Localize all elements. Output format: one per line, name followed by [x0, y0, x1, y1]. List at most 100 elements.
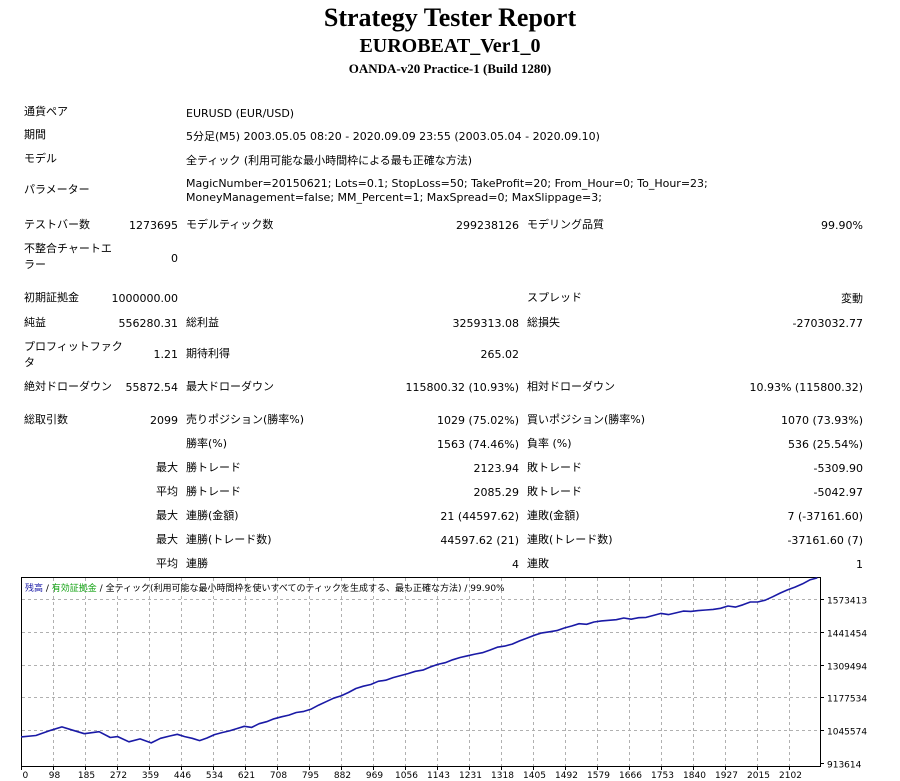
model-label: モデル [24, 152, 57, 165]
win-rate-value: 1563 (74.46%) [436, 438, 519, 451]
x-tick-label: 621 [238, 771, 255, 781]
y-tick-label: 1177534 [827, 695, 867, 705]
max-consecutive-loss-value: -37161.60 (7) [787, 534, 863, 547]
y-tick-label: 1441454 [827, 630, 867, 640]
x-tick-label: 1927 [715, 771, 738, 781]
x-tick-label: 1318 [491, 771, 514, 781]
symbol-label: 通貨ペア [24, 105, 68, 118]
largest-loss-label: 敗トレード [527, 461, 582, 474]
relative-drawdown-label: 相対ドローダウン [527, 380, 615, 393]
legend-balance: 残高 [25, 582, 43, 594]
period-value: 5分足(M5) 2003.05.05 08:20 - 2020.09.09 23… [186, 130, 600, 143]
net-profit-value: 556280.31 [118, 317, 179, 330]
x-axis-ticks: 0 98 185 272 359 446 534 621 708 795 882 969 1056 114… [21, 767, 802, 781]
max-consecutive-losses-label: 連敗(金額) [527, 509, 580, 522]
gross-profit-label: 総利益 [186, 316, 219, 329]
parameters-value: MagicNumber=20150621; Lots=0.1; StopLoss… [186, 177, 708, 204]
y-tick-label: 1309494 [827, 663, 867, 673]
y-tick-label: 913614 [827, 761, 862, 771]
maximum-label: 最大 [156, 509, 178, 522]
x-tick-label: 1405 [523, 771, 546, 781]
x-tick-label: 1492 [555, 771, 578, 781]
x-tick-label: 446 [174, 771, 191, 781]
legend-quality: 99.90% [470, 584, 505, 594]
test-bars-value: 1273695 [129, 219, 178, 232]
x-tick-label: 1231 [459, 771, 482, 781]
loss-rate-value: 536 (25.54%) [787, 438, 863, 451]
legend-separator-3: / [462, 584, 471, 594]
x-tick-label: 969 [366, 771, 383, 781]
legend-equity: 有効証拠金 [52, 582, 97, 594]
balance-chart: 残高 / 有効証拠金 / 全ティック(利用可能な最小時間枠を使いすべてのティック… [21, 577, 867, 781]
x-tick-label: 2102 [779, 771, 802, 781]
spread-value: 変動 [841, 292, 863, 305]
largest-win-label: 勝トレード [186, 461, 241, 474]
initial-deposit-value: 1000000.00 [111, 292, 178, 305]
loss-rate-label: 負率 (%) [527, 437, 572, 450]
y-tick-label: 1045574 [827, 728, 867, 738]
x-tick-label: 1579 [587, 771, 610, 781]
model-value: 全ティック (利用可能な最小時間枠による最も正確な方法) [186, 154, 473, 167]
max-consecutive-wins-value: 21 (44597.62) [440, 510, 519, 523]
average-consecutive-losses-label: 連敗 [527, 557, 549, 570]
long-positions-value: 1070 (73.93%) [780, 414, 863, 427]
max-consecutive-wins-label: 連勝(金額) [186, 509, 239, 522]
test-bars-label: テストバー数 [24, 218, 90, 231]
win-rate-label: 勝率(%) [186, 437, 228, 450]
max-consecutive-profit-label: 連勝(トレード数) [186, 533, 272, 546]
long-positions-label: 買いポジション(勝率%) [527, 413, 646, 426]
spread-label: スプレッド [527, 291, 582, 304]
x-tick-label: 1143 [427, 771, 450, 781]
relative-drawdown-value: 10.93% (115800.32) [749, 381, 863, 394]
net-profit-label: 純益 [24, 316, 46, 329]
average-consecutive-label: 平均 [156, 557, 178, 570]
absolute-drawdown-label: 絶対ドローダウン [24, 380, 112, 393]
average-consecutive-losses-value: 1 [856, 558, 863, 571]
total-trades-label: 総取引数 [24, 413, 68, 426]
profit-factor-label: プロフィットファクタ [24, 340, 123, 369]
legend-separator-1: / [43, 584, 52, 594]
y-axis-ticks: 1573413 1441454 1309494 1177534 1045574 91361… [821, 597, 867, 771]
profit-factor-value: 1.21 [153, 348, 179, 361]
period-label: 期間 [24, 128, 46, 141]
x-tick-label: 708 [270, 771, 287, 781]
x-tick-label: 359 [142, 771, 159, 781]
mismatch-errors-value: 0 [171, 252, 178, 265]
average-win-label: 勝トレード [186, 485, 241, 498]
model-ticks-label: モデルティック数 [186, 218, 274, 231]
average-label: 平均 [156, 485, 178, 498]
ea-name: EUROBEAT_Ver1_0 [359, 35, 541, 57]
short-positions-value: 1029 (75.02%) [436, 414, 519, 427]
plot-area [21, 577, 821, 767]
server-info: OANDA-v20 Practice-1 (Build 1280) [348, 61, 552, 76]
expected-payoff-label: 期待利得 [186, 347, 230, 360]
max-consecutive-losses-value: 7 (-37161.60) [787, 510, 863, 523]
svg-text:残高 / 有効証拠金 / 全ティック(利用可能な最小時間枠を: 残高 / 有効証拠金 / 全ティック(利用可能な最小時間枠を使いすべてのティック… [25, 582, 505, 594]
x-tick-label: 2015 [747, 771, 770, 781]
modeling-quality-label: モデリング品質 [527, 218, 604, 231]
average-loss-value: -5042.97 [813, 486, 863, 499]
report-title: Strategy Tester Report [323, 3, 577, 32]
chart-series [21, 577, 818, 744]
average-win-value: 2085.29 [473, 486, 520, 499]
largest-loss-value: -5309.90 [813, 462, 863, 475]
x-tick-label: 882 [334, 771, 351, 781]
expected-payoff-value: 265.02 [480, 348, 520, 361]
x-tick-label: 1753 [651, 771, 674, 781]
x-tick-label: 272 [110, 771, 127, 781]
modeling-quality-value: 99.90% [821, 219, 863, 232]
maximal-drawdown-value: 115800.32 (10.93%) [405, 381, 519, 394]
legend-separator-2: / [97, 584, 106, 594]
maximal-drawdown-label: 最大ドローダウン [186, 380, 274, 393]
legend-model: 全ティック(利用可能な最小時間枠を使いすべてのティックを生成する、最も正確な方法… [106, 582, 462, 594]
symbol-value: EURUSD (EUR/USD) [186, 107, 295, 120]
x-tick-label: 1840 [683, 771, 706, 781]
x-tick-label: 1056 [395, 771, 418, 781]
largest-label: 最大 [156, 461, 178, 474]
total-trades-value: 2099 [150, 414, 178, 427]
gross-loss-label: 総損失 [527, 316, 560, 329]
absolute-drawdown-value: 55872.54 [125, 381, 179, 394]
average-consecutive-wins-value: 4 [512, 558, 519, 571]
mismatch-errors-label: 不整合チャートエラー [24, 242, 112, 271]
parameters-label: パラメーター [24, 183, 90, 196]
